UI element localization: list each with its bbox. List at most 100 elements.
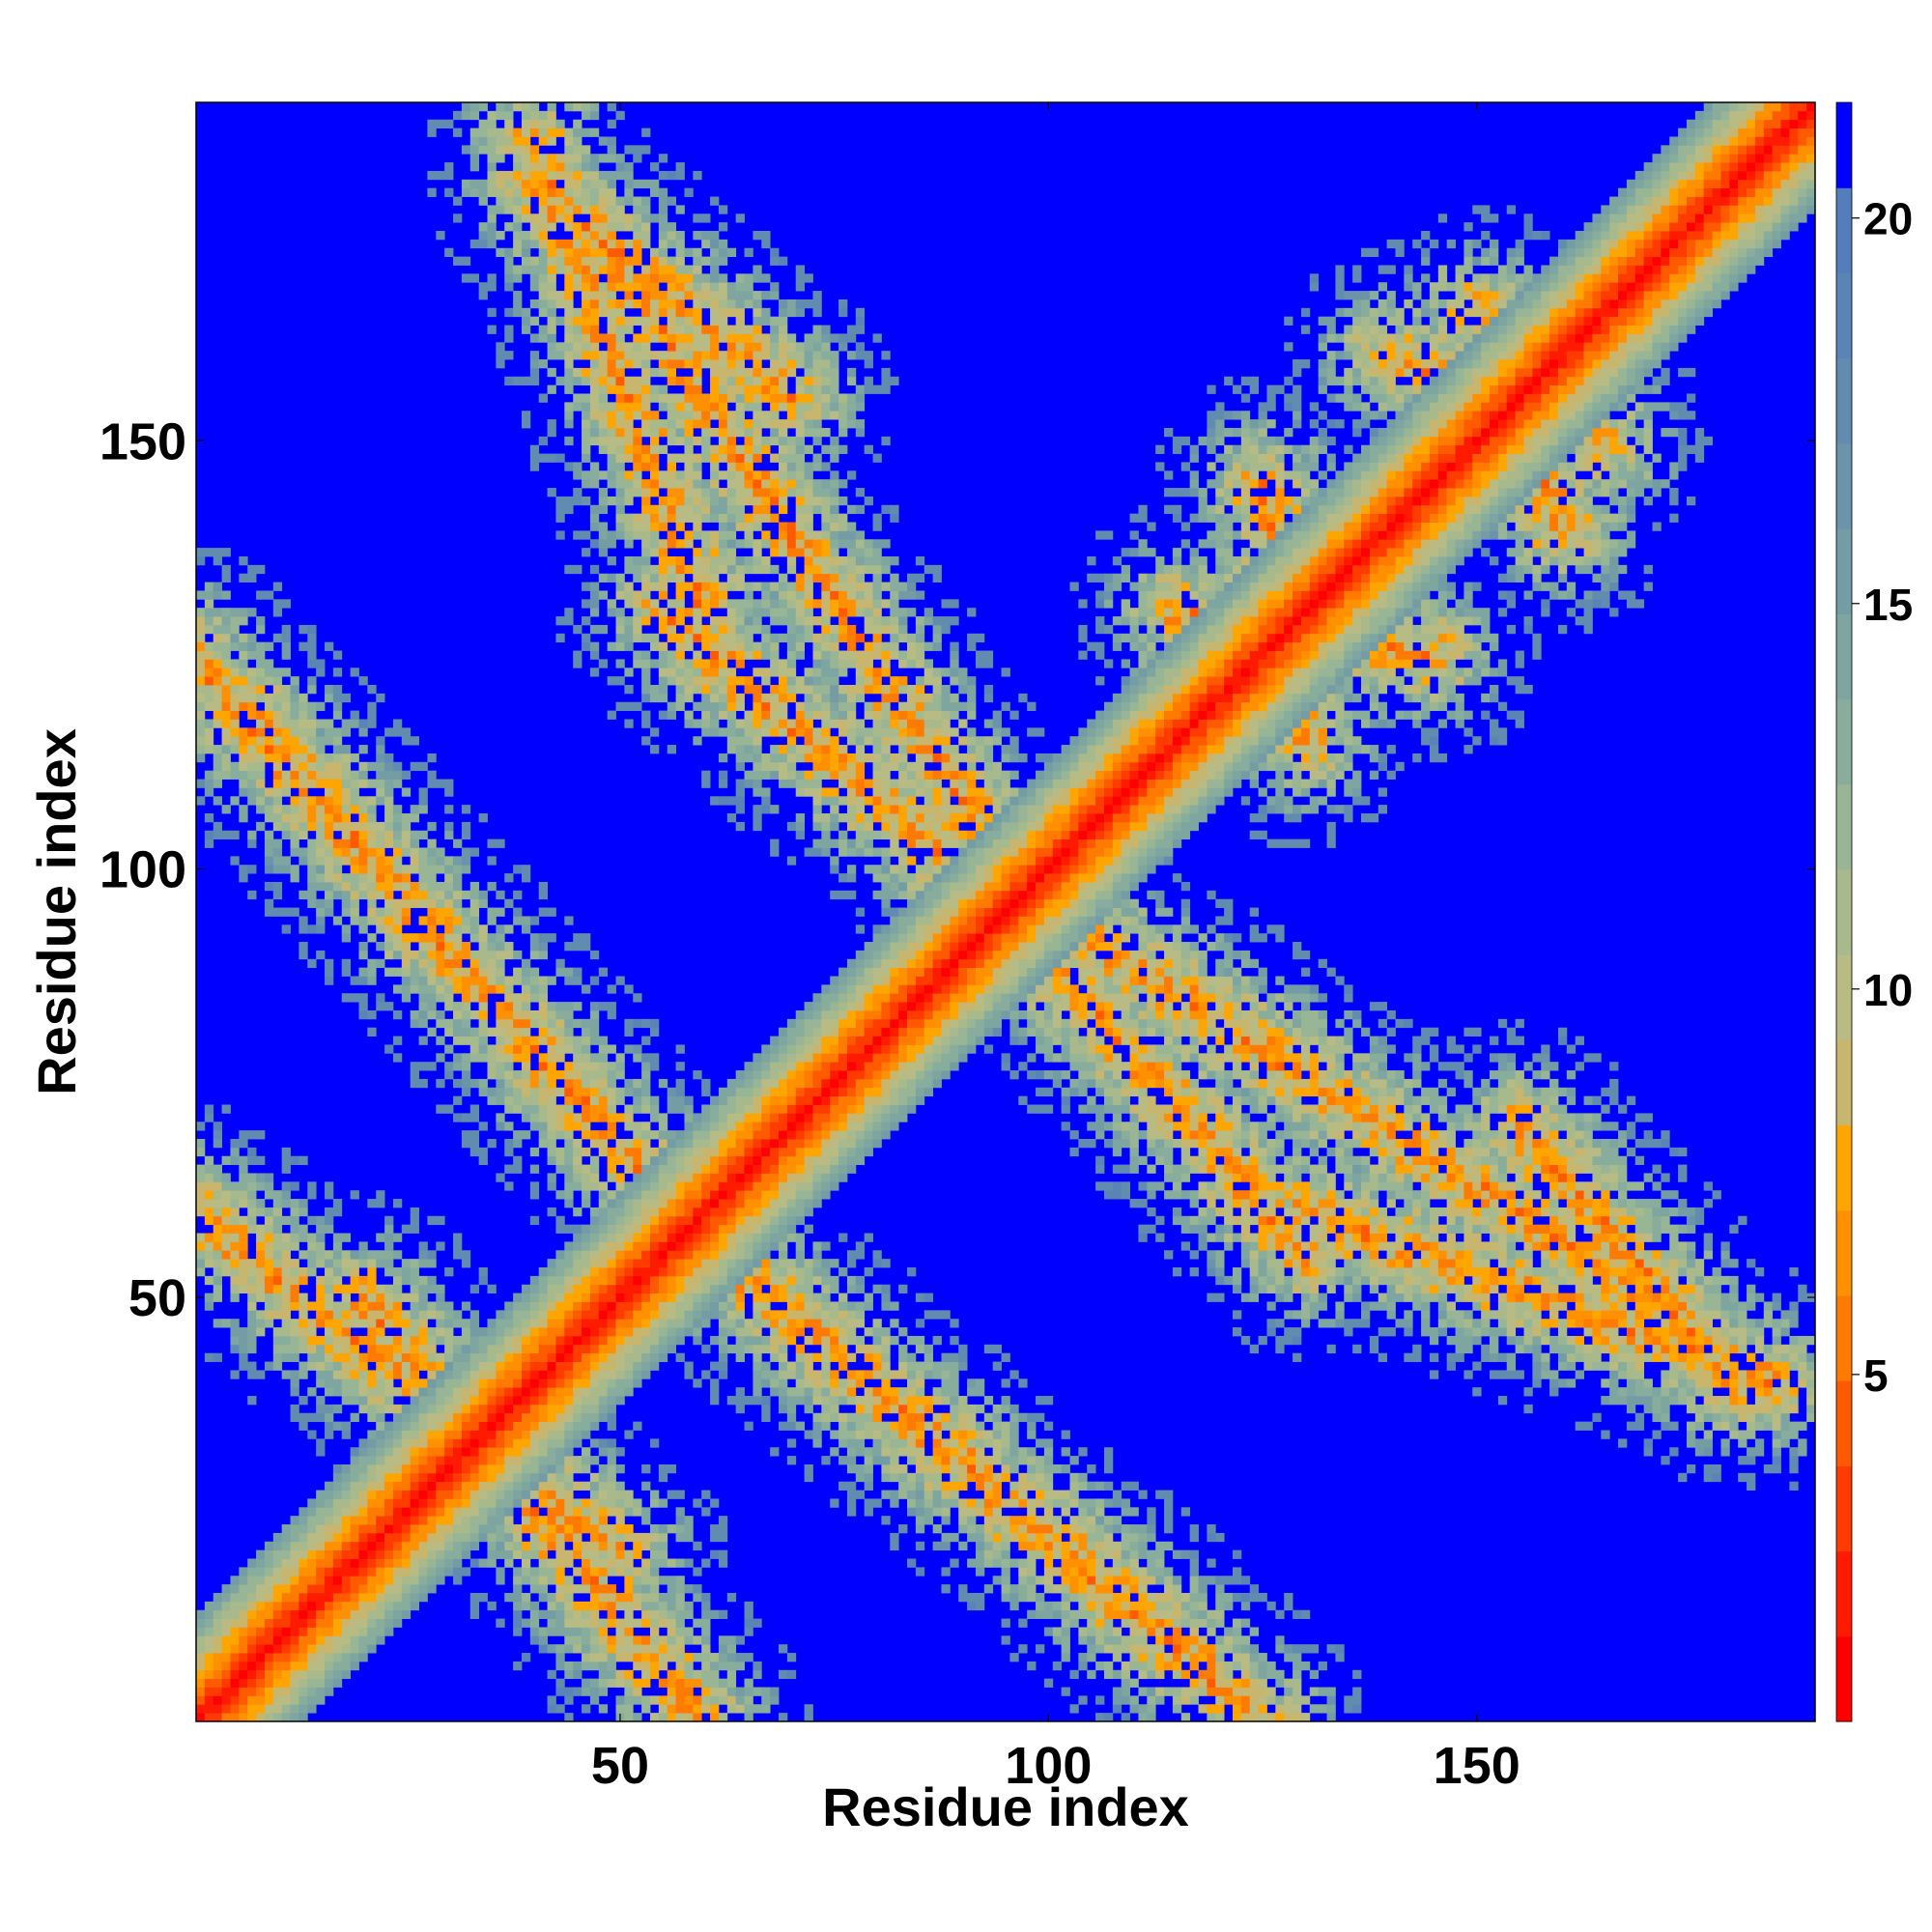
heatmap-cell (633, 573, 642, 582)
heatmap-cell (675, 1284, 685, 1294)
heatmap-cell (230, 1370, 240, 1379)
heatmap-cell (547, 222, 556, 232)
heatmap-cell (684, 325, 694, 334)
heatmap-cell (230, 1155, 240, 1165)
heatmap-cell (573, 1516, 582, 1525)
heatmap-cell (513, 273, 523, 283)
heatmap-cell (213, 830, 223, 840)
heatmap-cell (264, 1567, 274, 1577)
heatmap-cell (555, 316, 565, 326)
heatmap-cell (564, 1335, 574, 1346)
heatmap-cell (332, 1199, 343, 1208)
heatmap-cell (401, 1558, 412, 1568)
heatmap-cell (667, 668, 676, 677)
heatmap-cell (641, 196, 651, 206)
heatmap-cell (504, 898, 514, 908)
heatmap-cell (555, 1387, 565, 1397)
heatmap-cell (658, 590, 668, 600)
heatmap-cell (316, 805, 326, 814)
heatmap-cell (684, 1532, 694, 1543)
heatmap-cell (453, 916, 463, 925)
heatmap-cell (401, 1404, 412, 1414)
heatmap-cell (573, 1275, 582, 1286)
heatmap-cell (384, 1532, 394, 1543)
heatmap-cell (538, 1627, 548, 1636)
heatmap-cell (461, 1078, 471, 1089)
heatmap-cell (538, 1576, 548, 1585)
heatmap-cell (649, 573, 660, 582)
heatmap-cell (478, 1481, 488, 1491)
heatmap-cell (307, 1344, 317, 1354)
heatmap-cell (701, 427, 711, 438)
heatmap-cell (633, 633, 642, 643)
heatmap-cell (504, 1062, 514, 1071)
heatmap-cell (307, 1498, 317, 1508)
heatmap-cell (221, 685, 231, 695)
heatmap-cell (658, 256, 668, 266)
heatmap-cell (701, 1233, 711, 1242)
heatmap-cell (427, 950, 437, 960)
heatmap-cell (358, 1472, 368, 1483)
heatmap-cell (564, 1147, 574, 1157)
heatmap-cell (624, 316, 634, 326)
heatmap-cell (582, 1430, 591, 1439)
heatmap-cell (564, 411, 574, 420)
heatmap-cell (204, 1678, 214, 1688)
heatmap-cell (290, 761, 299, 772)
heatmap-cell (710, 1233, 720, 1242)
heatmap-cell (649, 444, 660, 454)
heatmap-cell (684, 1224, 694, 1234)
heatmap-cell (693, 1310, 702, 1320)
heatmap-cell (478, 933, 488, 943)
heatmap-cell (701, 1147, 711, 1157)
heatmap-cell (693, 1122, 702, 1131)
heatmap-cell (701, 1618, 711, 1628)
heatmap-cell (418, 1036, 428, 1045)
heatmap-cell (573, 1070, 582, 1080)
heatmap-cell (341, 838, 352, 848)
heatmap-cell (332, 1635, 343, 1645)
heatmap-cell (496, 1447, 505, 1457)
heatmap-cell (221, 1678, 231, 1688)
heatmap-cell (256, 1687, 266, 1696)
heatmap-cell (538, 247, 548, 258)
heatmap-cell (230, 1713, 240, 1722)
heatmap-cell (633, 298, 642, 309)
heatmap-cell (427, 865, 437, 874)
heatmap-cell (589, 162, 600, 172)
heatmap-cell (658, 419, 668, 429)
heatmap-cell (504, 136, 514, 146)
heatmap-cell (555, 1627, 565, 1636)
heatmap-cell (633, 1130, 642, 1140)
heatmap-cell (487, 170, 497, 181)
heatmap-cell (221, 1695, 231, 1705)
heatmap-cell (555, 256, 565, 266)
heatmap-cell (332, 693, 343, 703)
heatmap-cell (367, 761, 377, 772)
heatmap-cell (615, 359, 625, 369)
heatmap-cell (367, 933, 377, 943)
heatmap-cell (213, 710, 223, 720)
heatmap-cell (564, 1241, 574, 1251)
heatmap-cell (436, 1301, 445, 1311)
heatmap-cell (196, 1618, 206, 1628)
heatmap-cell (392, 830, 403, 840)
heatmap-cell (504, 873, 514, 883)
heatmap-cell (529, 256, 540, 266)
heatmap-cell (418, 881, 428, 892)
heatmap-cell (332, 1344, 343, 1354)
heatmap-cell (547, 1122, 556, 1131)
heatmap-cell (358, 1319, 368, 1328)
heatmap-cell (547, 1147, 556, 1157)
heatmap-cell (582, 282, 591, 292)
heatmap-cell (633, 1164, 642, 1174)
heatmap-cell (667, 402, 676, 412)
heatmap-cell (341, 1259, 352, 1268)
heatmap-cell (624, 1549, 634, 1559)
heatmap-cell (316, 856, 326, 866)
heatmap-cell (401, 873, 412, 883)
heatmap-cell (684, 1558, 694, 1568)
heatmap-cell (239, 608, 248, 617)
heatmap-cell (529, 222, 540, 232)
heatmap-cell (667, 376, 676, 386)
